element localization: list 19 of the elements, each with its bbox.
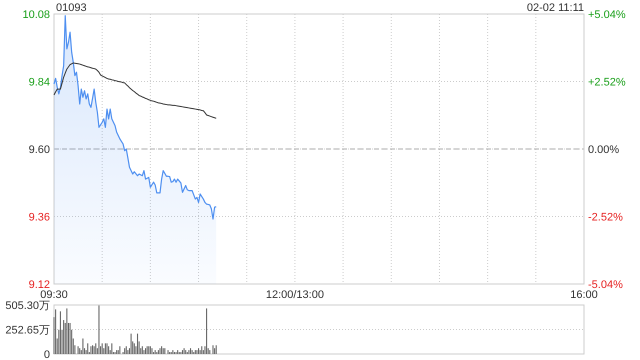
x-tick-label: 16:00 [570,289,598,301]
y-tick-label: 9.12 [28,279,50,291]
y-tick-label: 252.65万 [5,324,50,336]
y-tick-label: 505.30万 [5,300,50,312]
y-tick-label: 9.60 [28,144,50,156]
y2-tick-label: +5.04% [588,9,626,21]
y-tick-label: 10.08 [22,9,50,21]
y-tick-label: 9.36 [28,212,50,224]
chart-title: 01093 [56,2,87,14]
y2-tick-label: 0.00% [588,144,620,156]
x-tick-label: 09:30 [40,289,68,301]
y2-tick-label: +2.52% [588,76,626,88]
x-tick-label: 12:00/13:00 [266,289,324,301]
line-series [54,62,217,119]
y-tick-label: 0 [44,349,50,360]
y2-tick-label: -2.52% [588,212,624,224]
y2-tick-label: -5.04% [588,279,624,291]
y-tick-label: 9.84 [28,76,50,88]
annotation: 02-02 11:11 [526,2,584,14]
